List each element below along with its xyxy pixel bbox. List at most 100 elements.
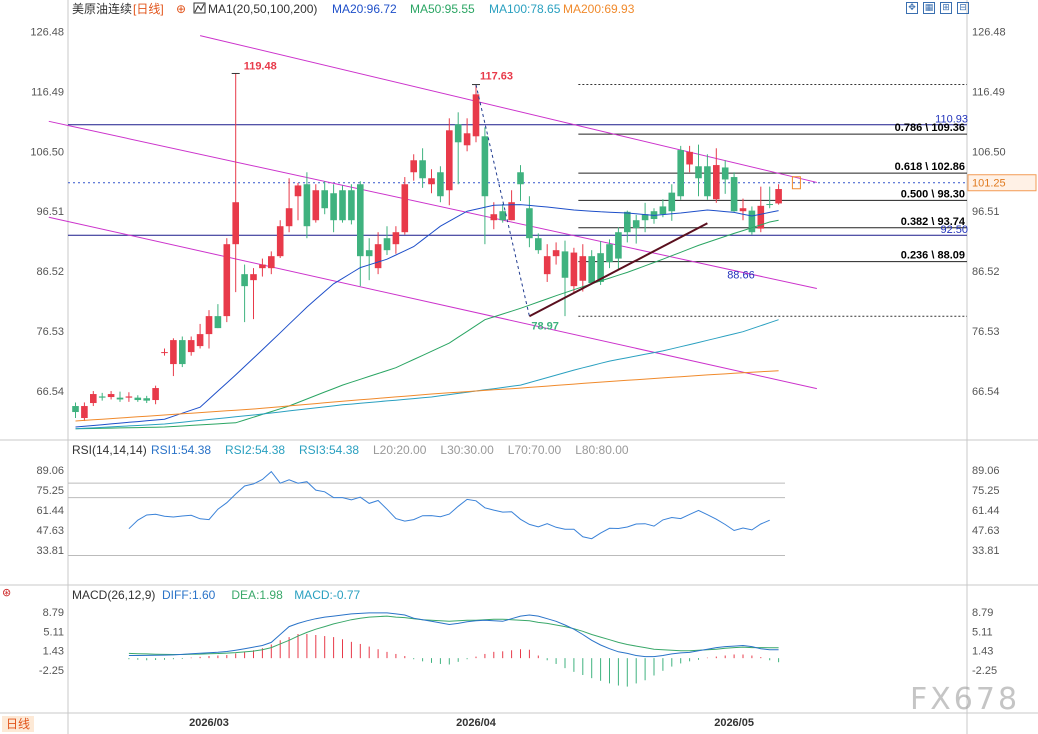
compress-icon[interactable]: ⊞ — [940, 2, 952, 14]
candle-body — [339, 190, 346, 221]
rsi-tick-label: 33.81 — [36, 545, 64, 557]
candle-body — [561, 251, 569, 278]
candle-body — [348, 190, 355, 221]
ma-title: MA1(20,50,100,200) — [208, 2, 317, 16]
candle-body — [721, 167, 729, 180]
fib-level-label: 0.236 \ 88.09 — [901, 250, 965, 262]
candle-body — [615, 232, 622, 259]
macd-panel: MACD(26,12,9) DIFF:1.60 DEA:1.98 MACD:-0.77… — [39, 588, 997, 687]
rsi-tick-label-right: 61.44 — [972, 505, 1000, 517]
y-tick-label: 96.51 — [36, 206, 64, 218]
macd-settings-icon[interactable]: ⊛ — [2, 586, 12, 599]
hline-value-label: 110.93 — [935, 114, 968, 126]
price-arrow-marker — [791, 176, 801, 190]
candle-body — [285, 208, 293, 227]
ma-line-ma100 — [75, 319, 779, 430]
expand-icon[interactable]: ✥ — [906, 2, 918, 14]
ma-line-ma50 — [75, 219, 779, 430]
y-tick-label-right: 96.51 — [972, 206, 1000, 218]
ma50-legend: MA50:95.55 — [410, 2, 475, 16]
candle-body — [357, 184, 364, 257]
y-tick-label: 106.50 — [30, 146, 64, 158]
drawing-overlays: 110.93 92.50 0.786 \ 109.36 0.618 \ 102.86 0… — [231, 60, 968, 332]
candle-body — [312, 190, 320, 221]
rsi-tick-label: 75.25 — [36, 485, 64, 497]
y-tick-label-right: 66.54 — [972, 386, 1000, 398]
macd-tick-label: 5.11 — [43, 626, 64, 638]
dea-line — [128, 615, 779, 655]
candle-body — [437, 172, 444, 197]
candle-body — [446, 130, 453, 191]
fib-level-label: 0.500 \ 98.30 — [901, 188, 965, 200]
indicator-box-icon[interactable] — [193, 2, 206, 14]
rsi-tick-label-right: 33.81 — [972, 545, 1000, 557]
split-view-icon[interactable]: ⊟ — [957, 2, 969, 14]
symbol-title: 美原油连续 — [72, 1, 132, 16]
candle-body — [739, 208, 747, 212]
candle-body — [526, 208, 533, 239]
macd-tick-label-right: 5.11 — [972, 626, 993, 638]
macd-tick-label: 8.79 — [43, 607, 64, 619]
y-tick-label-right: 126.48 — [972, 27, 1006, 39]
macd-title: MACD(26,12,9) — [72, 588, 155, 602]
candle-body — [241, 274, 248, 287]
rsi-tick-label: 47.63 — [36, 525, 64, 537]
candle-body — [730, 177, 738, 212]
candle-body — [125, 396, 133, 398]
trough-low-label: 78.97 — [531, 320, 559, 332]
settings-gear-icon[interactable]: ⊕ — [176, 2, 186, 16]
macd-tick-label-right: 8.79 — [972, 607, 993, 619]
candle-body — [517, 172, 524, 185]
hline-value-label: 92.50 — [940, 224, 968, 236]
channel-line — [48, 216, 817, 390]
ma100-legend: MA100:78.65 — [489, 2, 561, 16]
swing-path-line — [475, 84, 530, 317]
candle-body — [179, 340, 186, 365]
rsi-legend-item: L30:30.00 — [440, 443, 494, 457]
fib-level-label: 0.382 \ 93.74 — [901, 216, 966, 228]
candle-body — [374, 244, 382, 269]
rsi-legend-item: L20:20.00 — [373, 443, 427, 457]
current-price-label: 101.25 — [972, 178, 1006, 190]
y-tick-label: 116.49 — [31, 86, 64, 98]
rsi-legend-item: RSI3:54.38 — [299, 443, 359, 457]
fib-level-label: 0.618 \ 102.86 — [895, 161, 965, 173]
y-tick-label: 86.52 — [36, 266, 64, 278]
channel-line — [199, 35, 817, 183]
candle-body — [410, 160, 417, 173]
candle-body — [330, 193, 337, 221]
candle-body — [499, 211, 506, 221]
candle-body — [419, 160, 426, 179]
rsi-line — [128, 470, 770, 540]
candle-body — [98, 396, 106, 398]
peak-high-label: 119.48 — [244, 60, 277, 72]
candle-body — [490, 214, 498, 221]
peak-high-label: 117.63 — [480, 71, 513, 83]
candle-body — [81, 406, 88, 419]
candle-body — [766, 204, 773, 206]
rsi-panel: RSI(14,14,14) RSI1:54.38 RSI2:54.38 RSI3:54… — [36, 443, 999, 557]
ma-line-ma20 — [75, 204, 779, 428]
current-price-box — [967, 174, 1037, 192]
y-tick-label-right: 116.49 — [972, 86, 1005, 98]
candle-body — [454, 124, 462, 143]
rsi-tick-label-right: 75.25 — [972, 485, 1000, 497]
rsi-legend-item: L70:70.00 — [508, 443, 562, 457]
x-tick-label: 2026/03 — [189, 717, 229, 729]
x-tick-label: 2026/04 — [456, 717, 497, 729]
rsi-title: RSI(14,14,14) — [72, 443, 147, 457]
grid-view-icon[interactable]: ▦ — [923, 2, 935, 14]
candle-body — [713, 165, 720, 200]
ma200-legend: MA200:69.93 — [563, 2, 635, 16]
candle-body — [677, 150, 684, 197]
candle-body — [659, 206, 667, 215]
watermark: FX678 — [910, 682, 1021, 717]
macd-tick-label-right: 1.43 — [972, 646, 993, 658]
trend-line — [528, 222, 708, 318]
candle-body — [250, 274, 257, 281]
candle-body — [695, 166, 702, 179]
period-tab[interactable]: 日线 — [2, 716, 35, 732]
moving-averages — [75, 204, 779, 430]
candle-body — [303, 184, 311, 227]
